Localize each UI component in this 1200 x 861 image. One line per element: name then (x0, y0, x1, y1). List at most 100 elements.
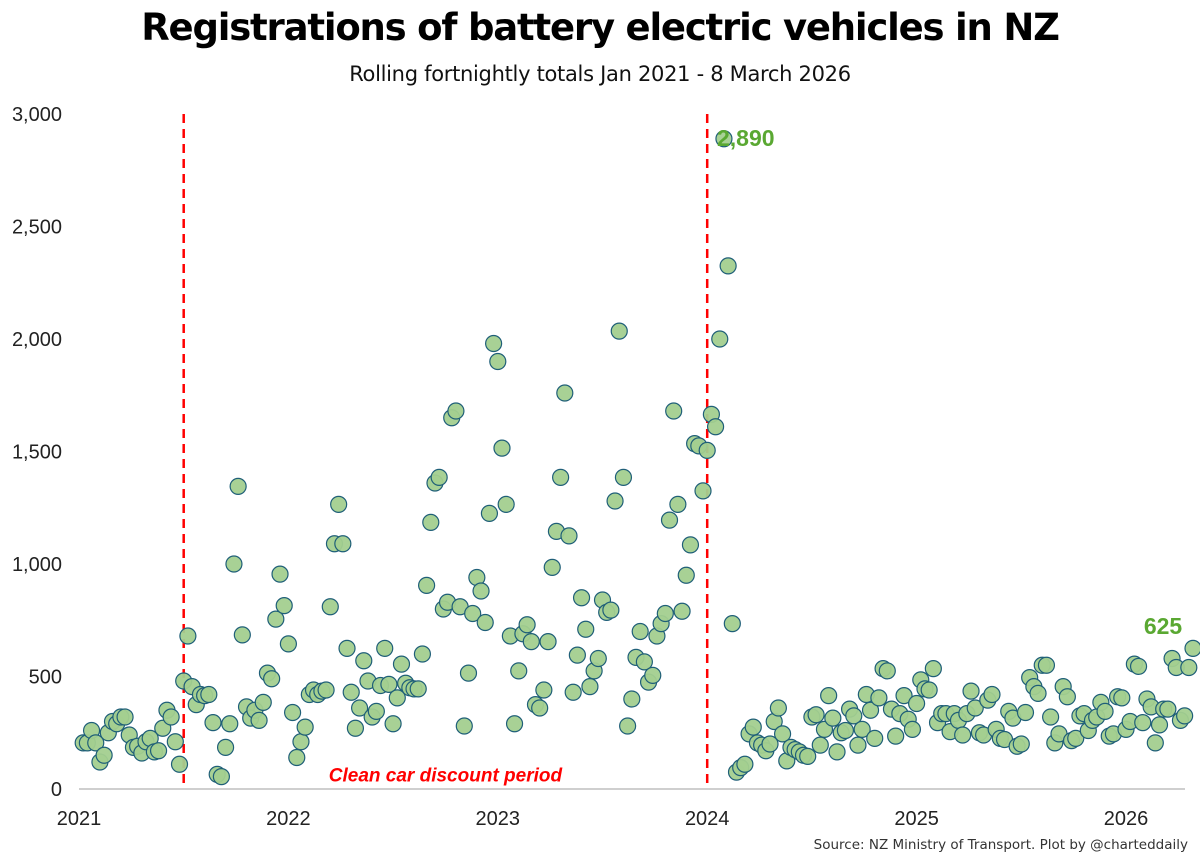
data-point (849, 736, 867, 754)
data-point (552, 468, 570, 486)
data-point (283, 703, 302, 722)
data-point (271, 565, 289, 583)
reference-lines: Clean car discount period (182, 114, 709, 789)
data-point (384, 715, 402, 733)
data-point (355, 652, 373, 670)
data-point (669, 495, 687, 513)
data-point (162, 708, 180, 726)
data-point (744, 718, 762, 736)
data-point (480, 504, 499, 522)
data-point (920, 681, 938, 699)
annotation-latest: 625 (1144, 613, 1183, 639)
data-point (317, 681, 335, 699)
y-tick-label: 2,500 (12, 217, 62, 239)
data-point (1184, 639, 1200, 657)
data-point (342, 683, 360, 701)
data-point (212, 768, 230, 786)
data-point (811, 736, 829, 754)
data-point (350, 699, 369, 717)
data-point (1012, 735, 1030, 753)
data-point (418, 576, 436, 594)
data-point (824, 709, 842, 727)
data-point (334, 535, 352, 553)
data-point (531, 699, 549, 717)
data-point (485, 334, 503, 353)
data-point (1134, 714, 1152, 732)
data-point (983, 685, 1001, 704)
data-point (250, 711, 268, 729)
data-point (1146, 734, 1164, 752)
data-point (497, 495, 515, 513)
data-point (673, 602, 691, 620)
data-point (644, 666, 662, 684)
data-point (1180, 658, 1198, 677)
data-point (1037, 656, 1056, 674)
data-point (773, 725, 792, 743)
data-point (560, 527, 578, 545)
y-tick-label: 500 (29, 667, 62, 689)
data-point (296, 718, 314, 736)
data-point (476, 613, 494, 632)
data-point (179, 627, 197, 645)
data-point (149, 742, 168, 760)
data-point (87, 734, 105, 752)
annotations: 2,890 625 (717, 125, 1182, 639)
data-point (606, 492, 624, 510)
data-point (388, 689, 406, 707)
data-point (216, 738, 235, 756)
data-point (279, 635, 297, 653)
data-point (1016, 703, 1035, 722)
data-point (623, 690, 641, 708)
data-point (493, 439, 511, 457)
data-point (870, 689, 888, 707)
data-point (221, 715, 239, 733)
data-point (711, 330, 729, 348)
data-point (698, 441, 716, 459)
data-point (853, 720, 871, 738)
data-point (267, 610, 285, 628)
data-point (204, 714, 222, 732)
data-point (275, 597, 293, 615)
data-point (518, 616, 536, 634)
data-point (522, 633, 540, 651)
y-tick-label: 3,000 (12, 104, 62, 126)
data-point (166, 733, 184, 751)
data-point (577, 620, 595, 638)
data-point (1058, 688, 1076, 706)
data-point (568, 646, 586, 664)
data-point (472, 582, 490, 600)
data-point (263, 670, 281, 688)
data-point (861, 701, 880, 719)
data-point (907, 694, 926, 713)
data-points (74, 130, 1200, 786)
data-point (665, 402, 683, 420)
data-point (380, 675, 398, 693)
data-point (346, 719, 365, 737)
data-point (510, 662, 528, 680)
data-point (338, 639, 356, 657)
data-point (962, 682, 980, 700)
data-point (589, 649, 607, 668)
data-point (464, 604, 482, 623)
y-tick-label: 1,000 (12, 554, 62, 576)
data-point (677, 566, 695, 584)
y-tick-label: 2,000 (12, 329, 62, 351)
data-point (447, 402, 465, 420)
data-point (954, 726, 972, 744)
data-point (866, 729, 884, 747)
data-point (170, 755, 189, 773)
data-point (200, 685, 218, 704)
data-point (887, 727, 905, 745)
data-point (409, 680, 427, 698)
data-point (581, 678, 599, 696)
data-point (635, 653, 653, 671)
data-point (895, 687, 913, 705)
data-point (1129, 657, 1148, 675)
data-point (572, 589, 591, 607)
data-point (799, 747, 817, 765)
y-tick-label: 0 (51, 779, 62, 801)
chart-subtitle: Rolling fortnightly totals Jan 2021 - 8 … (349, 62, 851, 86)
data-point (602, 601, 620, 619)
data-point (543, 558, 561, 576)
